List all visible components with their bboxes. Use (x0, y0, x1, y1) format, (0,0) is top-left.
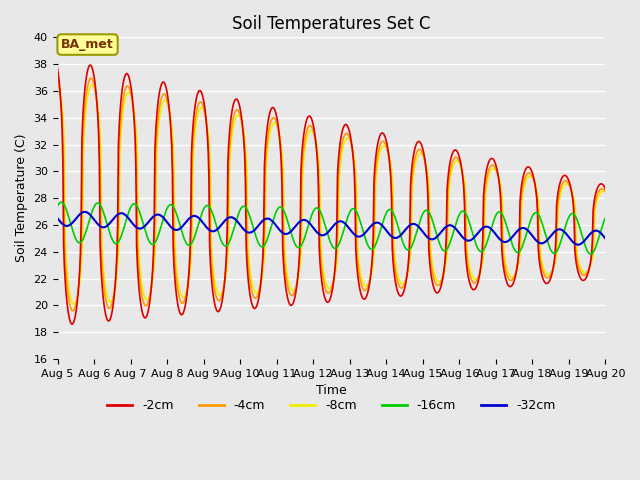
Y-axis label: Soil Temperature (C): Soil Temperature (C) (15, 134, 28, 263)
Legend: -2cm, -4cm, -8cm, -16cm, -32cm: -2cm, -4cm, -8cm, -16cm, -32cm (102, 394, 561, 417)
Title: Soil Temperatures Set C: Soil Temperatures Set C (232, 15, 431, 33)
X-axis label: Time: Time (316, 384, 347, 397)
Text: BA_met: BA_met (61, 38, 114, 51)
